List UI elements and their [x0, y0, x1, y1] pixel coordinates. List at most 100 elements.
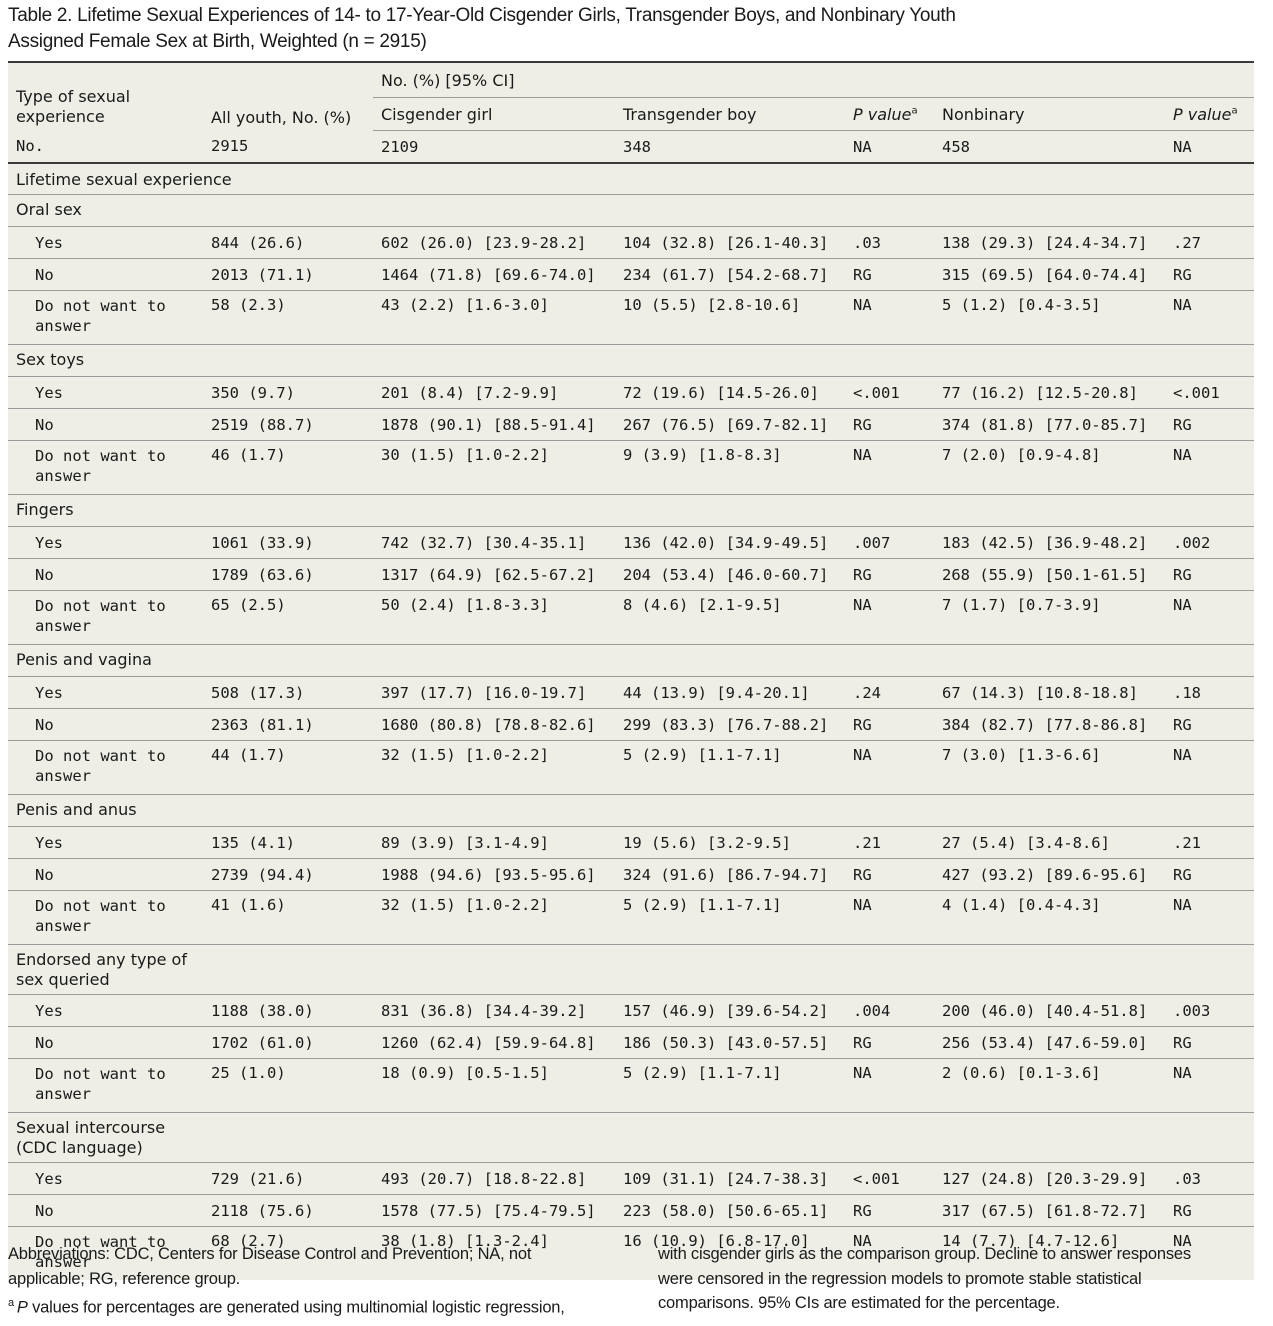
row-label: Yes — [8, 994, 203, 1027]
cell-cisgender: 50 (2.4) [1.8-3.3] — [373, 590, 615, 645]
cell-nonbinary: 183 (42.5) [36.9-48.2] — [934, 526, 1165, 559]
cell-nonbinary: 384 (82.7) [77.8-86.8] — [934, 708, 1165, 741]
cell-all-youth: 508 (17.3) — [203, 676, 373, 709]
table-title: Table 2. Lifetime Sexual Experiences of … — [8, 3, 1008, 55]
cell-all-youth: 1188 (38.0) — [203, 994, 373, 1027]
cell-all-youth: 1789 (63.6) — [203, 558, 373, 591]
category-label: Oral sex — [8, 194, 1255, 227]
cell-transgender: 16 (10.9) [6.8-17.0] — [623, 1232, 810, 1250]
cell-nonbinary: 138 (29.3) [24.4-34.7] — [934, 226, 1165, 259]
cell-transgender: 10 (5.5) [2.8-10.6] — [615, 290, 845, 345]
row-label-line: Do not want to — [35, 1233, 166, 1251]
row-label-line: answer — [35, 1085, 91, 1103]
category-label-line: Penis and anus — [16, 800, 137, 819]
row-label-line: No — [35, 1033, 54, 1052]
n-p2: NA — [1165, 130, 1255, 164]
row-label-line: Yes — [35, 533, 63, 552]
row-label: Yes — [8, 1162, 203, 1195]
row-label: Yes — [8, 376, 203, 409]
n-row: No. 2915 2109 348 NA 458 NA — [8, 130, 1255, 164]
row-label: Do not want to answer — [8, 890, 203, 945]
cell-cisgender: 397 (17.7) [16.0-19.7] — [373, 676, 615, 709]
cell-p-value-nb: .002 — [1165, 526, 1255, 559]
row-label-line: answer — [35, 1253, 91, 1271]
cell-p-value-trans: NA — [845, 740, 934, 795]
cell-all-youth: 2363 (81.1) — [203, 708, 373, 741]
cell-cisgender: 18 (0.9) [0.5-1.5] — [373, 1058, 615, 1113]
cell-p-value-trans: .24 — [845, 676, 934, 709]
cell-p-value-trans: RG — [845, 258, 934, 291]
row-label-line: Yes — [35, 833, 63, 852]
footnote-cont-line-3: comparisons. 95% CIs are estimated for t… — [658, 1294, 1060, 1312]
cell-p-value-nb: RG — [1165, 858, 1255, 891]
p-italic: P value — [1173, 104, 1232, 124]
cell-transgender: 267 (76.5) [69.7-82.1] — [615, 408, 845, 441]
row-label-line: Do not want to — [35, 447, 166, 465]
cell-all-youth: 68 (2.7) — [211, 1232, 286, 1250]
cell-all-youth: 2519 (88.7) — [203, 408, 373, 441]
cell-nonbinary: 4 (1.4) [0.4-4.3] — [934, 890, 1165, 945]
table-row: Do not want to answer 41 (1.6) 32 (1.5) [1.… — [8, 890, 1255, 945]
category-label-line: (CDC language) — [16, 1138, 143, 1157]
cell-transgender: 5 (2.9) [1.1-7.1] — [615, 740, 845, 795]
category-row: Endorsed any type of sex queried — [8, 944, 1255, 995]
header-row-1: Type of sexual experience All youth, No.… — [8, 63, 1255, 127]
cell-cisgender: 1988 (94.6) [93.5-95.6] — [373, 858, 615, 891]
cell-p-value-nb: NA — [1165, 590, 1255, 645]
n-nb: 458 — [934, 130, 1165, 164]
table-row: Do not want to answer 44 (1.7) 32 (1.5) [1.… — [8, 740, 1255, 795]
cell-transgender: 157 (46.9) [39.6-54.2] — [615, 994, 845, 1027]
cell-all-youth: 1702 (61.0) — [203, 1026, 373, 1059]
header-nonbinary: Nonbinary — [934, 97, 1165, 131]
cell-all-youth: 41 (1.6) — [203, 890, 373, 945]
category-label-line: Sexual intercourse — [16, 1118, 166, 1137]
header-type-line-2: experience — [16, 106, 105, 126]
abbreviations-line-2: applicable; RG, reference group. — [8, 1269, 241, 1288]
cell-transgender: 19 (5.6) [3.2-9.5] — [615, 826, 845, 859]
cell-p-value-trans: <.001 — [845, 376, 934, 409]
cell-transgender: 299 (83.3) [76.7-88.2] — [615, 708, 845, 741]
header-no-pct-ci: No. (%) [95% CI] — [373, 63, 1255, 98]
table-row: Do not want to answer 68 (2.7) 38 (1.8) [1.… — [8, 1227, 1254, 1281]
cell-nonbinary: 256 (53.4) [47.6-59.0] — [934, 1026, 1165, 1059]
cell-p-value-trans: .21 — [845, 826, 934, 859]
cell-cisgender: 742 (32.7) [30.4-35.1] — [373, 526, 615, 559]
cell-p-value-nb: .18 — [1165, 676, 1255, 709]
row-label: No — [8, 1194, 203, 1227]
footnote-left: Abbreviations: CDC, Centers for Disease … — [8, 1242, 618, 1320]
cell-p-value-nb: <.001 — [1165, 376, 1255, 409]
row-label: No — [8, 858, 203, 891]
n-label: No. — [8, 130, 203, 164]
cell-p-value-trans: RG — [845, 708, 934, 741]
cell-p-value-trans: NA — [845, 440, 934, 495]
row-label: Do not want to answer — [8, 740, 203, 795]
cell-p-value-nb: RG — [1165, 408, 1255, 441]
row-label-line: Yes — [35, 383, 63, 402]
cell-p-value-trans: RG — [845, 1026, 934, 1059]
cell-transgender: 204 (53.4) [46.0-60.7] — [615, 558, 845, 591]
row-label-line: Do not want to — [35, 747, 166, 765]
row-label: No — [8, 558, 203, 591]
cell-p-value-nb: NA — [1165, 290, 1255, 345]
row-label-line: No — [35, 865, 54, 884]
row-label: Do not want to answer — [8, 1058, 203, 1113]
row-label: Yes — [8, 226, 203, 259]
header-all-youth: All youth, No. (%) — [211, 107, 352, 127]
cell-p-value-trans: NA — [845, 290, 934, 345]
cell-transgender: 186 (50.3) [43.0-57.5] — [615, 1026, 845, 1059]
cell-all-youth: 2118 (75.6) — [203, 1194, 373, 1227]
table-row: Yes 844 (26.6) 602 (26.0) [23.9-28.2] 104 (… — [8, 226, 1255, 259]
category-row: Oral sex — [8, 194, 1255, 227]
table-row: Yes 350 (9.7) 201 (8.4) [7.2-9.9] 72 (19.6)… — [8, 376, 1255, 409]
title-line-1: Table 2. Lifetime Sexual Experiences of … — [8, 5, 956, 26]
table-container: Type of sexual experience All youth, No.… — [8, 61, 1255, 1281]
cell-nonbinary: 27 (5.4) [3.4-8.6] — [934, 826, 1165, 859]
row-label-line: Do not want to — [35, 597, 166, 615]
data-table: Type of sexual experience All youth, No.… — [8, 63, 1255, 1281]
cell-transgender: 223 (58.0) [50.6-65.1] — [615, 1194, 845, 1227]
cell-p-value-nb: NA — [1173, 1232, 1192, 1250]
row-label-line: answer — [35, 467, 91, 485]
cell-nonbinary: 315 (69.5) [64.0-74.4] — [934, 258, 1165, 291]
cell-cisgender: 1464 (71.8) [69.6-74.0] — [373, 258, 615, 291]
